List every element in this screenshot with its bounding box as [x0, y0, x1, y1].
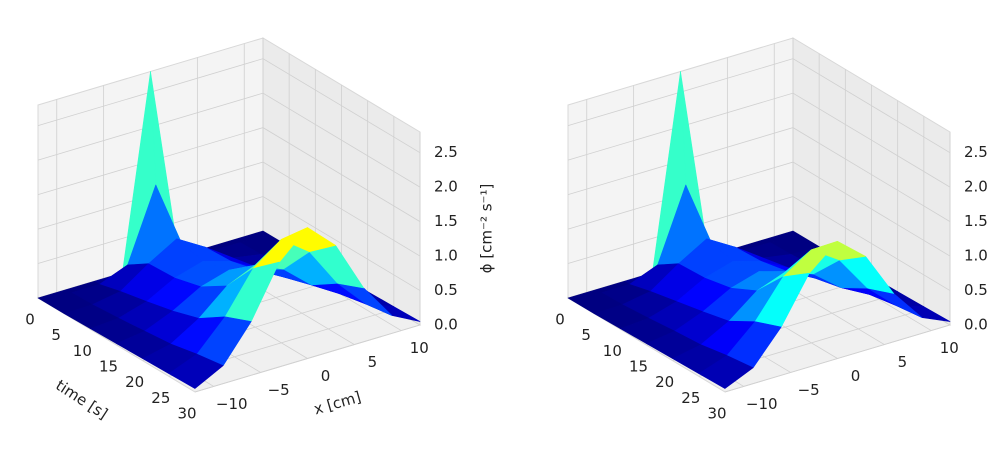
z-tick-label: 0.5	[964, 281, 988, 299]
x-tick-label: 30	[177, 405, 196, 423]
y-tick-label: 5	[898, 353, 908, 371]
grid-line	[37, 161, 421, 257]
y-tick-label: −5	[798, 381, 820, 399]
y-axis-label: x [cm]	[312, 388, 363, 419]
x-tick-label: 0	[25, 311, 35, 329]
grid-line	[37, 58, 421, 154]
z-tick-label: 0.5	[434, 281, 458, 299]
y-tick-label: 10	[410, 339, 429, 357]
z-tick-label: 0.0	[964, 316, 988, 334]
surface-patch	[698, 355, 754, 389]
grid-line	[567, 196, 951, 291]
grid-line	[567, 161, 951, 257]
x-axis-label: time [s]	[52, 376, 111, 423]
y-tick-label: 0	[851, 367, 861, 385]
x-tick-label: 20	[125, 373, 144, 391]
x-tick-label: 30	[707, 405, 726, 423]
surface-patch	[168, 353, 224, 389]
y-tick-label: −10	[216, 395, 248, 413]
x-tick-label: 0	[555, 311, 565, 329]
x-tick-label: 15	[99, 358, 118, 376]
z-axis-label: ϕ [cm⁻² s⁻¹]	[478, 184, 496, 274]
x-tick-label: 5	[581, 326, 591, 344]
x-tick-label: 20	[655, 373, 674, 391]
grid-line	[567, 127, 951, 222]
z-tick-label: 1.0	[964, 247, 988, 265]
z-tick-label: 2.0	[964, 178, 988, 196]
grid-line	[37, 92, 421, 188]
y-tick-label: −5	[268, 381, 290, 399]
x-tick-label: 10	[73, 342, 92, 360]
grid-line	[37, 196, 421, 291]
grid-line	[567, 58, 951, 154]
z-tick-label: 1.0	[434, 247, 458, 265]
x-tick-label: 10	[603, 342, 622, 360]
z-tick-label: 2.5	[964, 143, 988, 161]
y-tick-label: 5	[368, 353, 378, 371]
grid-line	[37, 127, 421, 222]
y-tick-label: 0	[321, 367, 331, 385]
x-tick-label: 5	[51, 326, 61, 344]
z-tick-label: 1.5	[964, 212, 988, 230]
y-tick-label: 10	[940, 339, 959, 357]
z-tick-label: 0.0	[434, 316, 458, 334]
x-tick-label: 25	[151, 389, 170, 407]
y-tick-label: −10	[746, 395, 778, 413]
z-tick-label: 2.0	[434, 178, 458, 196]
grid-line	[567, 92, 951, 188]
x-tick-label: 15	[629, 358, 648, 376]
z-tick-label: 1.5	[434, 212, 458, 230]
x-tick-label: 25	[681, 389, 700, 407]
z-tick-label: 2.5	[434, 143, 458, 161]
